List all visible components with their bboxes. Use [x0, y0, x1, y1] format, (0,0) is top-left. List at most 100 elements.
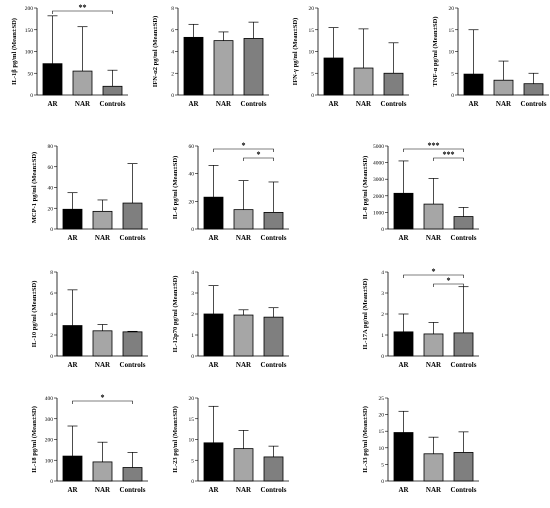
significance-bracket	[52, 10, 113, 14]
chart-panel: 0 20 40 60 AR NAR Controls * * IL-6 pg/ml (Mean±S…	[172, 141, 289, 242]
bar	[102, 85, 123, 96]
significance-label: *	[242, 141, 246, 150]
bar	[203, 442, 224, 482]
y-tick-label: 4	[381, 270, 384, 276]
significance-label: *	[447, 276, 451, 285]
y-tick-label: 0	[30, 93, 33, 99]
y-tick-label: 5	[381, 462, 384, 468]
x-category-label: NAR	[496, 100, 512, 108]
significance-label: ***	[443, 150, 455, 159]
bar	[72, 70, 93, 96]
y-axis-label: IL-6 pg/ml (Mean±SD)	[172, 156, 179, 220]
bar	[62, 455, 83, 482]
bar	[493, 79, 514, 96]
y-tick-label: 10	[379, 446, 385, 452]
x-category-label: Controls	[261, 486, 287, 494]
x-category-label: Controls	[241, 100, 267, 108]
bar	[183, 36, 204, 96]
x-category-label: AR	[67, 361, 78, 369]
x-category-label: NAR	[216, 100, 232, 108]
y-axis-label: IL-1β pg/ml (Mean±SD)	[11, 18, 18, 85]
y-tick-label: 0	[381, 354, 384, 360]
chart-panel: 0 2 4 6 8 AR NAR Controls IFN-α2 pg/ml (Mean±SD)	[152, 6, 269, 108]
bar	[353, 67, 374, 96]
y-tick-label: 400	[45, 396, 54, 402]
y-tick-label: 4000	[373, 161, 384, 167]
y-tick-label: 20	[309, 6, 315, 12]
bar	[423, 333, 444, 357]
y-tick-label: 2000	[373, 194, 384, 200]
y-tick-label: 15	[309, 28, 315, 34]
chart-panel: 0 5 10 15 20 AR NAR Controls TNF-α pg/ml (Mean±S…	[432, 6, 549, 108]
x-category-label: NAR	[426, 234, 442, 242]
y-tick-label: 0	[50, 354, 53, 360]
y-tick-label: 60	[48, 165, 54, 171]
x-category-label: NAR	[95, 361, 111, 369]
bar	[453, 332, 474, 357]
y-tick-label: 3	[381, 291, 384, 297]
y-tick-label: 20	[48, 206, 54, 212]
y-tick-label: 0	[381, 479, 384, 485]
x-category-label: NAR	[236, 234, 252, 242]
bar	[233, 448, 254, 482]
bar	[122, 467, 143, 482]
y-tick-label: 20	[189, 199, 195, 205]
y-tick-label: 0	[451, 93, 454, 99]
y-tick-label: 15	[449, 28, 455, 34]
bar	[453, 216, 474, 230]
bar	[453, 452, 474, 482]
bar	[42, 63, 63, 96]
y-tick-label: 5	[451, 71, 454, 77]
y-tick-label: 40	[48, 186, 54, 192]
y-tick-label: 8	[50, 270, 53, 276]
significance-label: **	[79, 3, 87, 12]
chart-panel: 0 100 200 300 400 AR NAR Controls * IL-18 pg/ml (…	[31, 393, 148, 494]
y-tick-label: 4	[191, 270, 194, 276]
y-tick-label: 20	[449, 6, 455, 12]
bar	[92, 461, 113, 482]
y-tick-label: 4	[50, 312, 53, 318]
chart-panel: 0 1 2 3 4 AR NAR Controls * * IL-17A pg/ml (Mean±S…	[362, 267, 479, 369]
bar	[203, 196, 224, 230]
bar	[203, 313, 224, 357]
x-category-label: AR	[67, 234, 78, 242]
y-axis-label: IL-12p70 pg/ml (Mean±SD)	[172, 276, 179, 353]
bar	[213, 40, 234, 96]
bar	[423, 453, 444, 482]
y-tick-label: 2	[381, 312, 384, 318]
y-tick-label: 200	[45, 438, 54, 444]
x-category-label: Controls	[100, 100, 126, 108]
x-category-label: AR	[67, 486, 78, 494]
x-category-label: Controls	[451, 486, 477, 494]
bar	[523, 83, 544, 96]
significance-bracket	[213, 148, 274, 152]
x-category-label: Controls	[120, 234, 146, 242]
significance-bracket	[403, 274, 464, 278]
y-tick-label: 15	[379, 429, 385, 435]
y-tick-label: 5	[311, 71, 314, 77]
y-axis-label: TNF-α pg/ml (Mean±SD)	[432, 16, 439, 86]
bar	[92, 330, 113, 357]
x-category-label: AR	[468, 100, 479, 108]
y-tick-label: 0	[191, 479, 194, 485]
bar	[463, 73, 484, 96]
y-axis-label: IL-18 pg/ml (Mean±SD)	[31, 406, 38, 473]
bar	[92, 210, 113, 230]
significance-label: *	[257, 150, 261, 159]
y-tick-label: 2	[191, 312, 194, 318]
x-category-label: AR	[208, 234, 219, 242]
y-axis-label: IL-23 pg/ml (Mean±SD)	[172, 406, 179, 473]
y-axis-label: IFN-α2 pg/ml (Mean±SD)	[152, 16, 159, 87]
bar	[323, 57, 344, 96]
y-tick-label: 1	[381, 333, 384, 339]
y-tick-label: 0	[381, 227, 384, 233]
x-category-label: AR	[398, 486, 409, 494]
x-category-label: Controls	[381, 100, 407, 108]
y-tick-label: 2	[50, 333, 53, 339]
chart-panel: 0 2 4 6 8 AR NAR Controls IL-10 pg/ml (Mean±SD)	[31, 270, 148, 369]
bar	[233, 314, 254, 357]
y-tick-label: 40	[189, 172, 195, 178]
y-axis-label: IL-8 pg/ml (Mean±SD)	[362, 156, 369, 220]
x-category-label: NAR	[95, 234, 111, 242]
y-tick-label: 60	[189, 144, 195, 150]
